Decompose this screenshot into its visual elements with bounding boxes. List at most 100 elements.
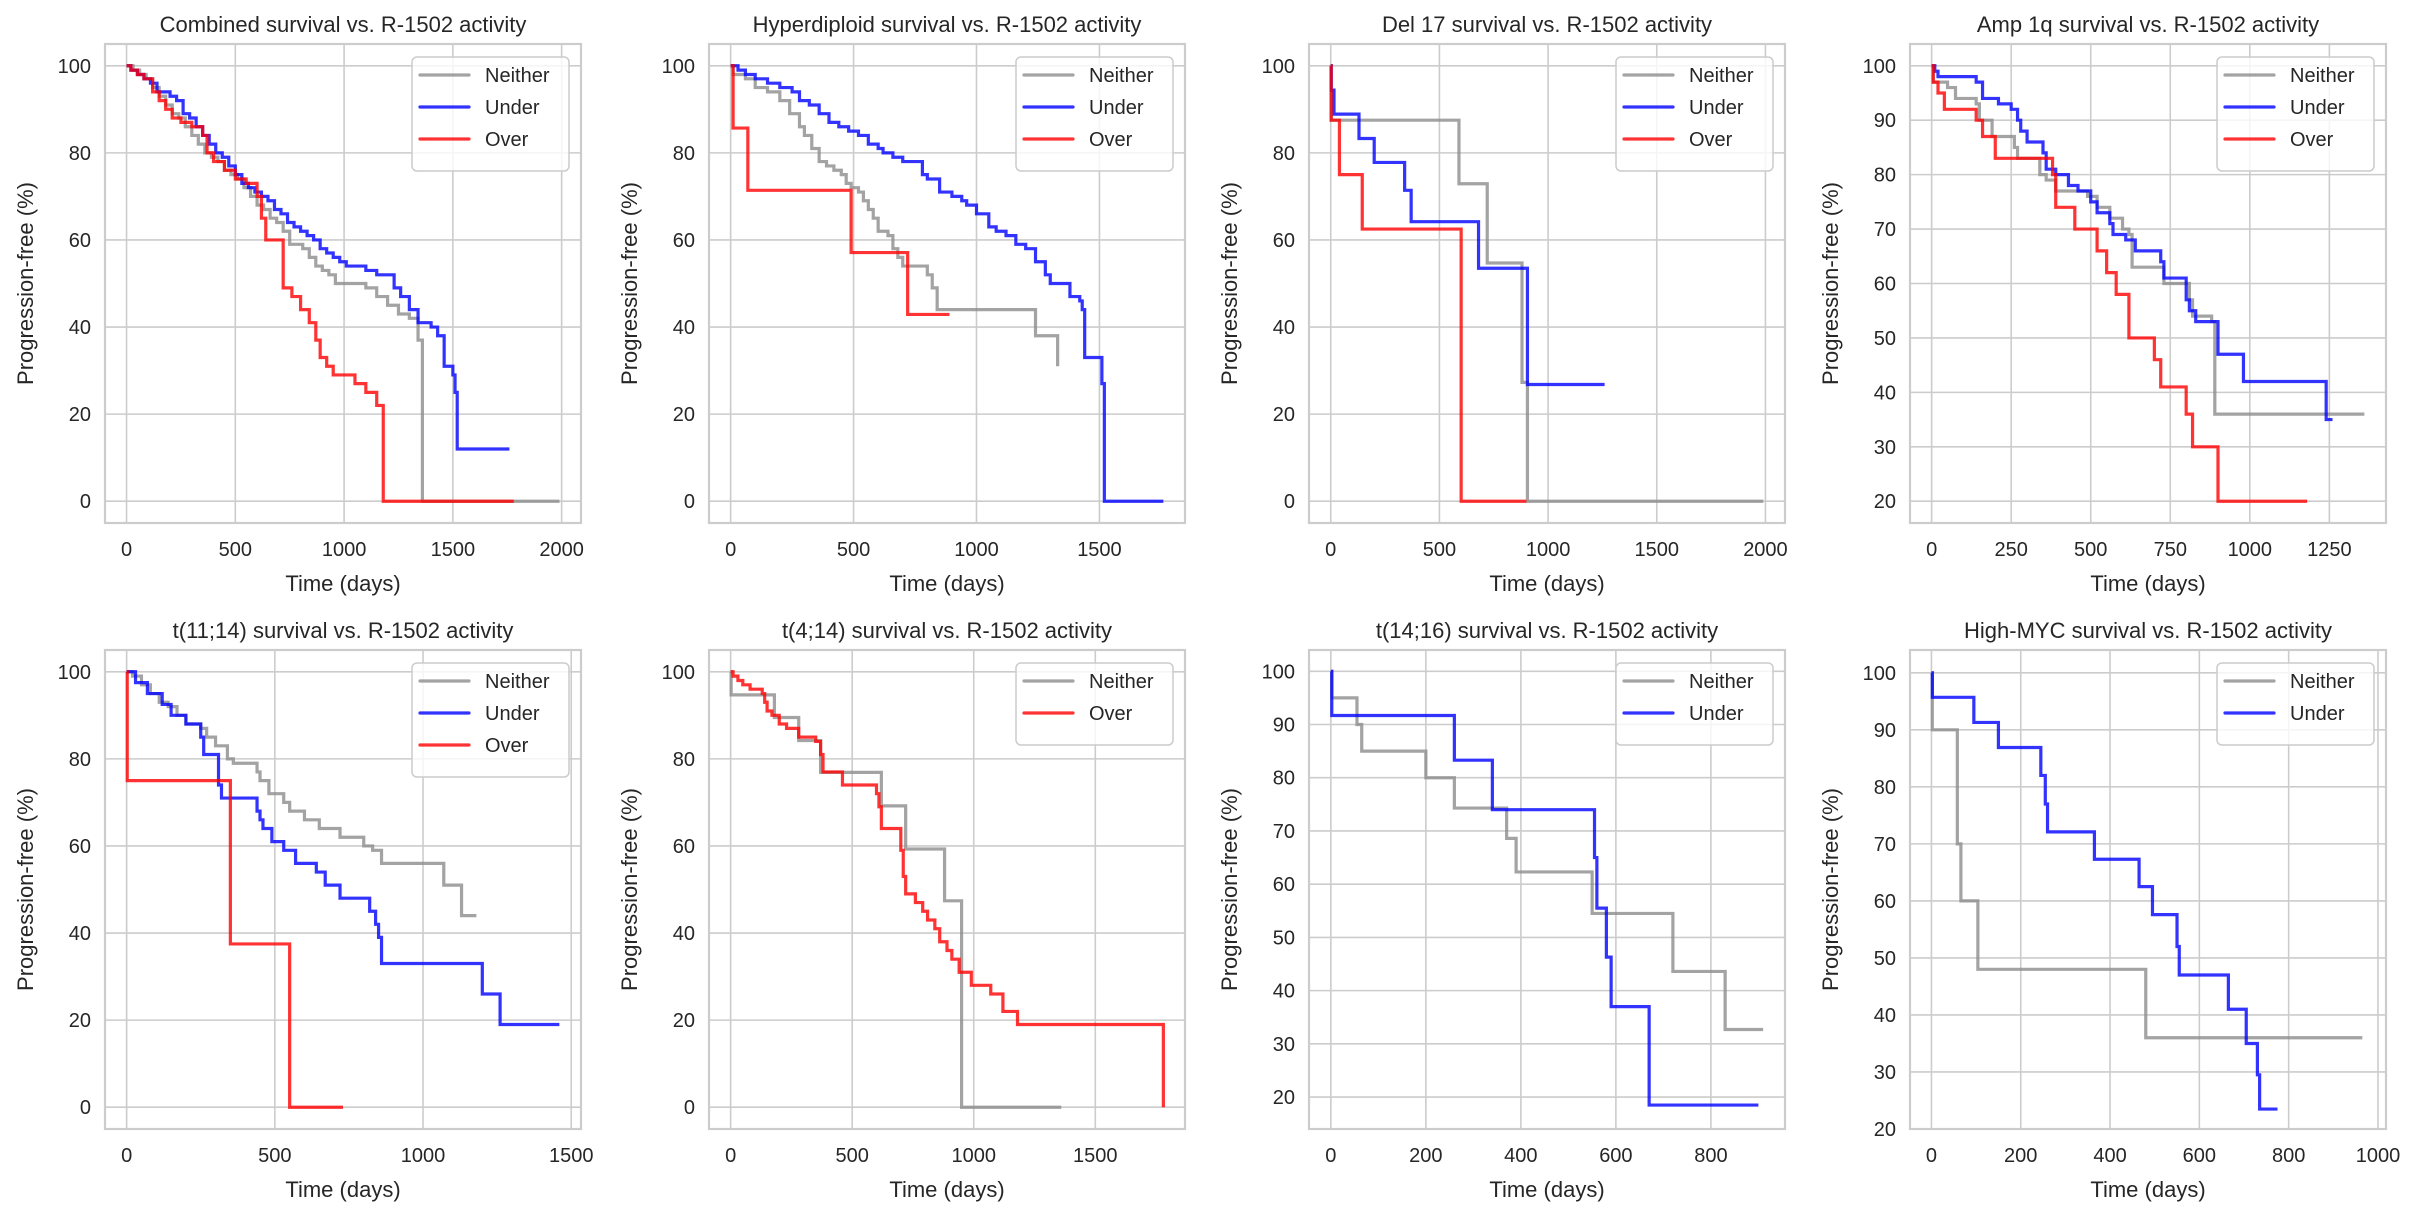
y-tick-label: 40 — [1874, 382, 1896, 404]
legend-label: Under — [485, 97, 540, 119]
y-tick-label: 60 — [1273, 874, 1295, 896]
legend-label: Neither — [1689, 671, 1754, 693]
y-tick-label: 60 — [673, 836, 695, 858]
y-tick-label: 0 — [684, 1097, 695, 1119]
x-tick-label: 800 — [1694, 1145, 1727, 1167]
legend-box — [2216, 662, 2375, 746]
survival-curve-over — [730, 670, 1165, 1108]
survival-curve-under — [126, 64, 510, 451]
survival-curve-neither — [730, 64, 1060, 367]
y-tick-label: 70 — [1874, 834, 1896, 856]
survival-curve-over — [1931, 64, 2308, 503]
y-tick-label: 20 — [69, 404, 91, 426]
y-axis-label: Progression-free (%) — [13, 788, 38, 991]
survival-curve-under — [1329, 64, 1605, 387]
legend-label: Neither — [485, 65, 550, 87]
axes-frame — [1908, 42, 2388, 525]
axes-frame — [103, 648, 583, 1131]
x-tick-label: 800 — [2272, 1145, 2305, 1167]
x-tick-label: 2000 — [539, 539, 584, 561]
x-tick-label: 0 — [1926, 1145, 1937, 1167]
legend: Neither Over — [1015, 662, 1174, 746]
y-tick-label: 0 — [684, 491, 695, 513]
y-tick-label: 70 — [1273, 821, 1295, 843]
y-tick-label: 80 — [1273, 143, 1295, 165]
x-axis-label: Time (days) — [889, 1177, 1004, 1202]
legend: Neither Under Over — [411, 662, 570, 778]
y-tick-label: 80 — [69, 143, 91, 165]
x-tick-label: 1000 — [2228, 539, 2273, 561]
y-tick-label: 20 — [673, 1010, 695, 1032]
legend-item-over: Over — [418, 129, 529, 151]
y-tick-label: 20 — [1273, 404, 1295, 426]
legend-label: Under — [485, 703, 540, 725]
legend-label: Over — [2290, 129, 2334, 151]
legend-item-under: Under — [1622, 97, 1744, 119]
y-tick-label: 90 — [1874, 720, 1896, 742]
legend-box — [1015, 662, 1174, 746]
y-axis-label: Progression-free (%) — [1818, 182, 1843, 385]
legend-item-over: Over — [1022, 129, 1133, 151]
x-tick-label: 1000 — [951, 1145, 996, 1167]
legend-label: Under — [1689, 703, 1744, 725]
y-tick-label: 30 — [1874, 1062, 1896, 1084]
x-tick-label: 600 — [1599, 1145, 1632, 1167]
legend-item-under: Under — [2223, 703, 2345, 725]
panel-title: Amp 1q survival vs. R-1502 activity — [1977, 12, 2319, 37]
panel-high-myc: High-MYC survival vs. R-1502 activity Ti… — [1818, 618, 2400, 1202]
survival-curve-neither — [729, 670, 1062, 1109]
y-axis-label: Progression-free (%) — [1818, 788, 1843, 991]
y-tick-label: 20 — [69, 1010, 91, 1032]
panel-title: Hyperdiploid survival vs. R-1502 activit… — [753, 12, 1142, 37]
y-tick-label: 90 — [1273, 715, 1295, 737]
x-tick-label: 1500 — [549, 1145, 594, 1167]
y-tick-label: 100 — [1863, 56, 1896, 78]
panel-title: t(14;16) survival vs. R-1502 activity — [1376, 618, 1718, 643]
panel-title: High-MYC survival vs. R-1502 activity — [1964, 618, 2332, 643]
axes-frame — [1307, 648, 1787, 1131]
legend-box — [2216, 56, 2375, 172]
legend-label: Under — [2290, 703, 2345, 725]
y-tick-label: 80 — [1874, 165, 1896, 187]
y-tick-label: 50 — [1273, 927, 1295, 949]
y-axis-label: Progression-free (%) — [13, 182, 38, 385]
survival-curve-neither — [126, 670, 477, 918]
x-axis-label: Time (days) — [889, 571, 1004, 596]
x-tick-label: 1500 — [1073, 1145, 1118, 1167]
x-tick-label: 2000 — [1743, 539, 1788, 561]
x-axis-label: Time (days) — [2090, 1177, 2205, 1202]
panel-title: t(4;14) survival vs. R-1502 activity — [782, 618, 1112, 643]
x-tick-label: 500 — [836, 1145, 869, 1167]
x-tick-label: 400 — [2093, 1145, 2126, 1167]
x-tick-label: 0 — [1325, 539, 1336, 561]
y-tick-label: 40 — [1874, 1005, 1896, 1027]
legend-box — [411, 662, 570, 778]
x-tick-label: 1500 — [431, 539, 476, 561]
y-tick-label: 60 — [1273, 230, 1295, 252]
panel-amp1q: Amp 1q survival vs. R-1502 activity Time… — [1818, 12, 2388, 596]
y-tick-label: 30 — [1874, 437, 1896, 459]
legend-item-under: Under — [2223, 97, 2345, 119]
axes-frame — [103, 42, 583, 525]
x-axis-label: Time (days) — [285, 1177, 400, 1202]
y-tick-label: 20 — [1273, 1087, 1295, 1109]
legend-label: Neither — [1689, 65, 1754, 87]
y-tick-label: 100 — [662, 56, 695, 78]
legend: Neither Under Over — [1015, 56, 1174, 172]
x-tick-label: 1000 — [2356, 1145, 2401, 1167]
legend-item-under: Under — [418, 97, 540, 119]
y-tick-label: 100 — [58, 56, 91, 78]
legend-item-under: Under — [418, 703, 540, 725]
survival-curve-neither — [1930, 671, 2363, 1040]
y-tick-label: 20 — [673, 404, 695, 426]
legend: Neither Under Over — [411, 56, 570, 172]
legend-label: Neither — [2290, 671, 2355, 693]
legend-label: Under — [1689, 97, 1744, 119]
y-axis-label: Progression-free (%) — [1217, 788, 1242, 991]
y-tick-label: 100 — [1262, 661, 1295, 683]
legend-item-neither: Neither — [1622, 65, 1754, 87]
legend: Neither Under — [2216, 662, 2375, 746]
legend-box — [411, 56, 570, 172]
survival-curve-over — [126, 64, 514, 503]
